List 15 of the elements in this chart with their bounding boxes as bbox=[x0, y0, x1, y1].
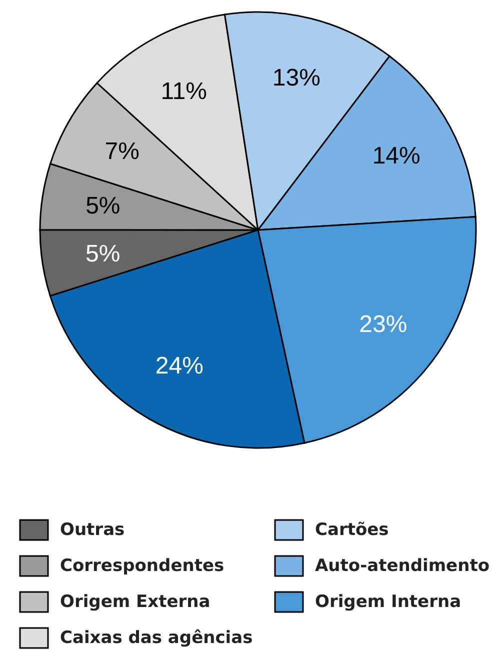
data-label: 5% bbox=[86, 192, 120, 220]
data-label: 23% bbox=[359, 311, 408, 338]
data-label: 11% bbox=[160, 78, 207, 106]
legend-label: Outras bbox=[60, 520, 125, 540]
legend-label: Origem Externa bbox=[60, 592, 210, 612]
legend-label: Auto-atendimento bbox=[315, 556, 490, 576]
data-label: 13% bbox=[272, 64, 320, 92]
data-label: 7% bbox=[104, 138, 140, 165]
data-label: 14% bbox=[372, 142, 420, 170]
legend-label: Cartões bbox=[315, 520, 389, 540]
data-label: 24% bbox=[155, 352, 204, 380]
legend-label: Correspondentes bbox=[60, 556, 224, 576]
legend-label: Caixas das agências bbox=[60, 628, 253, 648]
legend-label: Origem Interna bbox=[315, 592, 462, 612]
data-label: 5% bbox=[86, 240, 120, 268]
